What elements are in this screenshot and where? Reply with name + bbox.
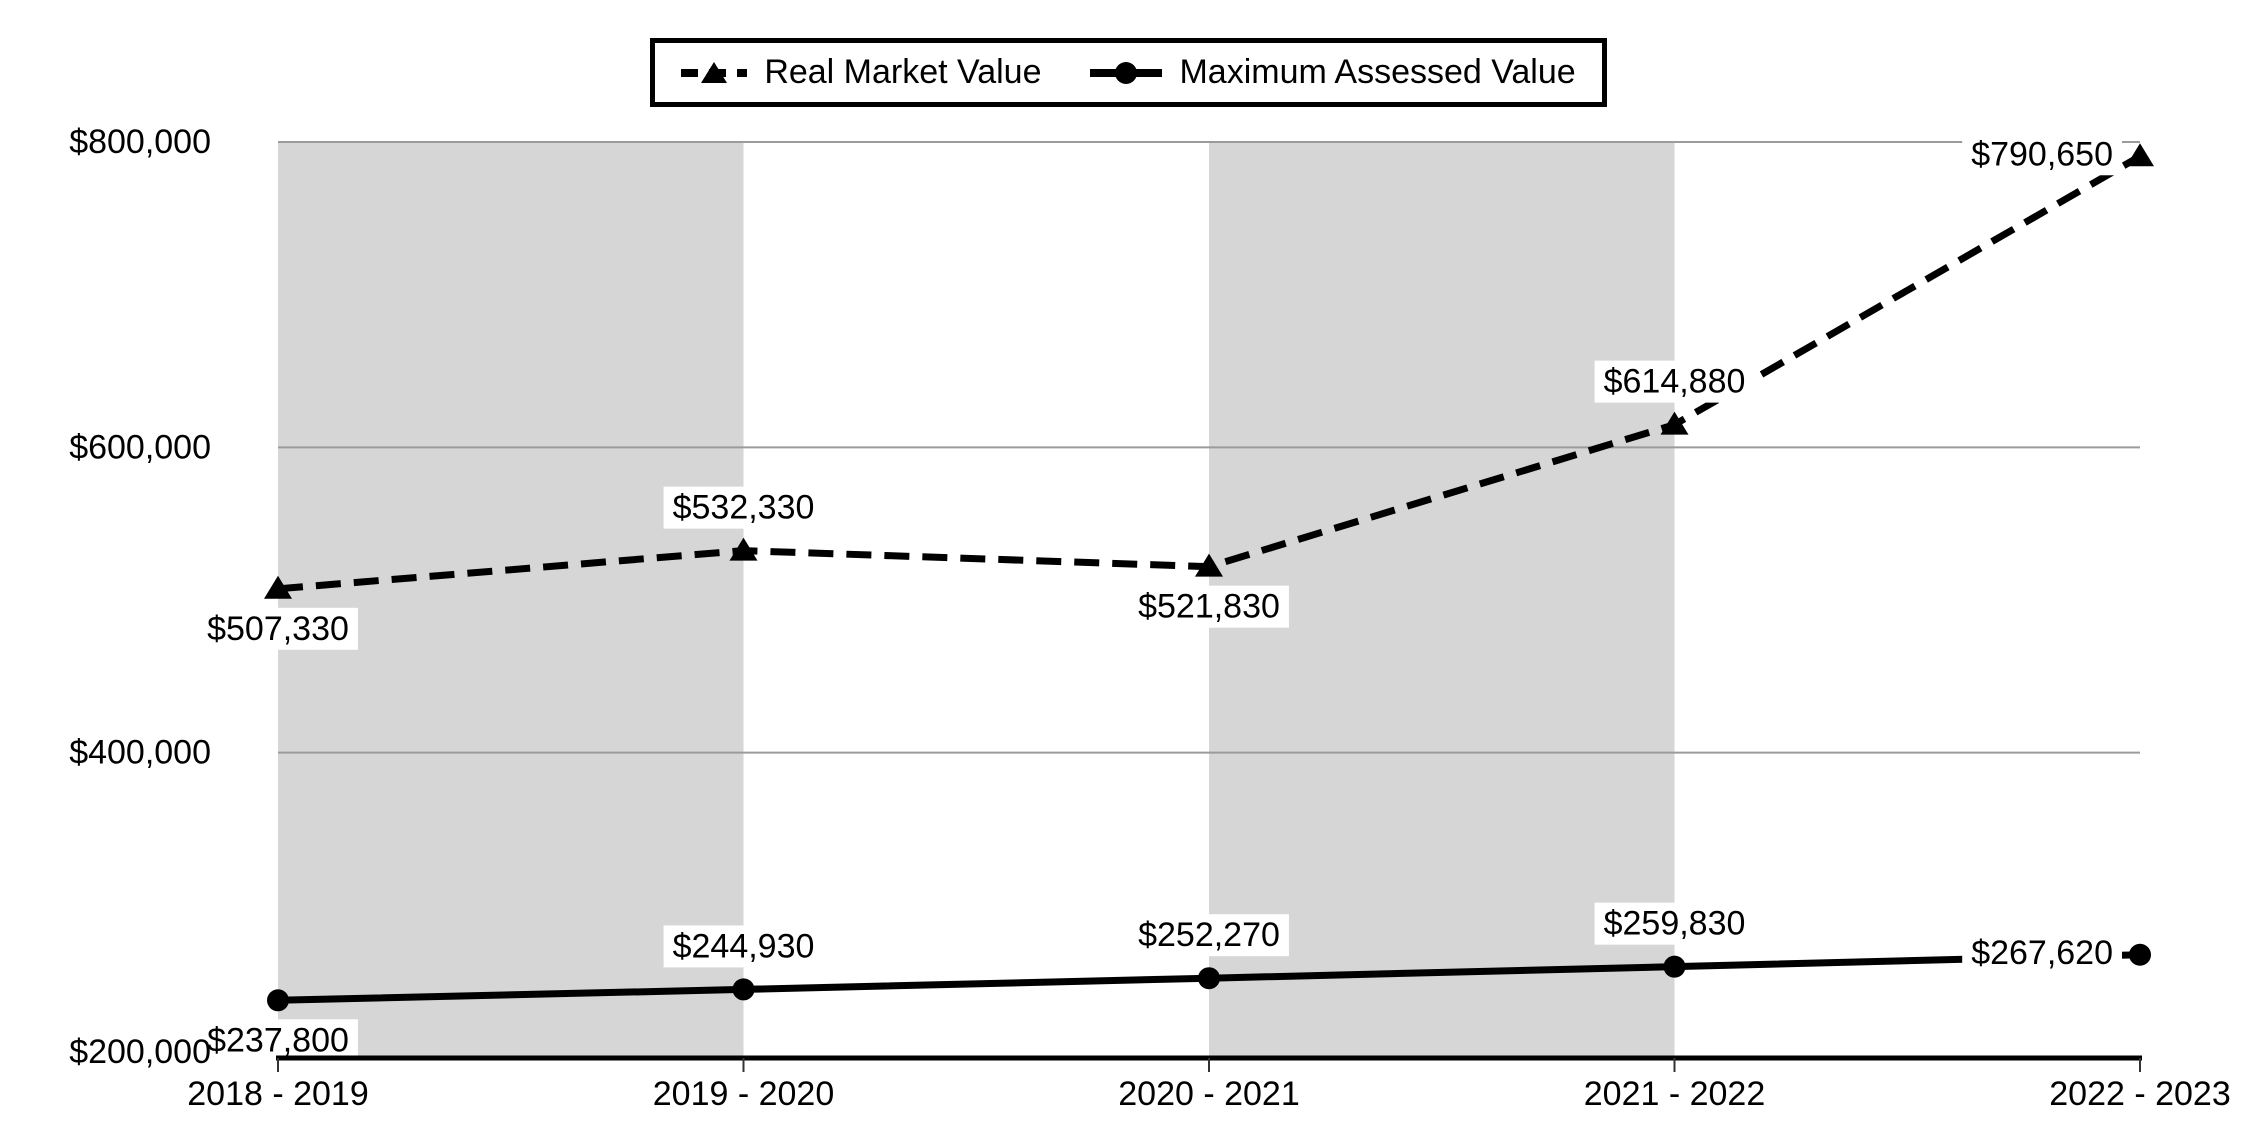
data-label-background xyxy=(1129,585,1289,628)
x-tick-label: 2022 - 2023 xyxy=(2049,1075,2231,1113)
data-marker-circle xyxy=(267,989,289,1012)
y-tick-label: $200,000 xyxy=(69,1033,211,1071)
data-label: $521,830 xyxy=(1138,588,1280,626)
y-tick-label: $400,000 xyxy=(69,734,211,772)
data-label: $244,930 xyxy=(673,927,815,965)
y-tick-label: $800,000 xyxy=(69,123,211,161)
x-tick-label: 2018 - 2019 xyxy=(187,1075,369,1113)
data-label: $259,830 xyxy=(1604,905,1746,943)
data-label: $790,650 xyxy=(1971,135,2113,173)
legend-item-maximum-assessed-value: Maximum Assessed Value xyxy=(1090,53,1576,92)
data-marker-circle xyxy=(1663,955,1686,978)
data-label-background xyxy=(663,486,824,529)
plot-band xyxy=(278,142,744,1058)
data-marker-triangle xyxy=(2126,143,2154,167)
data-label-background xyxy=(198,607,358,650)
data-label-background xyxy=(198,1019,358,1062)
solid-line-circle-marker-icon xyxy=(1090,61,1163,84)
x-tick-label: 2021 - 2022 xyxy=(1584,1075,1766,1113)
data-marker-triangle xyxy=(1195,553,1223,577)
data-marker-circle xyxy=(1198,967,1220,990)
data-label: $252,270 xyxy=(1138,916,1280,954)
data-marker-triangle xyxy=(264,575,292,599)
x-tick-label: 2019 - 2020 xyxy=(653,1075,835,1113)
dashed-line-triangle-marker-icon xyxy=(681,61,748,83)
data-marker-triangle xyxy=(729,537,758,561)
data-label: $267,620 xyxy=(1971,934,2113,972)
data-label-background xyxy=(663,925,824,968)
data-label: $507,330 xyxy=(207,610,349,648)
data-label-background xyxy=(1594,360,1755,403)
legend-label-real-market-value: Real Market Value xyxy=(764,53,1042,91)
y-tick-label: $600,000 xyxy=(69,428,211,466)
data-label-background xyxy=(1962,133,2122,176)
data-label: $614,880 xyxy=(1604,363,1746,401)
data-label-background xyxy=(1594,902,1755,945)
x-tick-label: 2020 - 2021 xyxy=(1118,1075,1300,1113)
data-marker-circle xyxy=(2129,943,2151,966)
data-label-background xyxy=(1962,931,2122,974)
data-label-background xyxy=(1129,914,1289,957)
legend-item-real-market-value: Real Market Value xyxy=(681,53,1041,92)
legend-label-maximum-assessed-value: Maximum Assessed Value xyxy=(1179,53,1576,91)
data-marker-triangle xyxy=(1660,411,1689,435)
data-marker-circle xyxy=(732,978,755,1001)
data-label: $237,800 xyxy=(207,1021,349,1059)
data-label: $532,330 xyxy=(673,489,815,527)
legend: Real Market Value Maximum Assessed Value xyxy=(650,38,1607,107)
